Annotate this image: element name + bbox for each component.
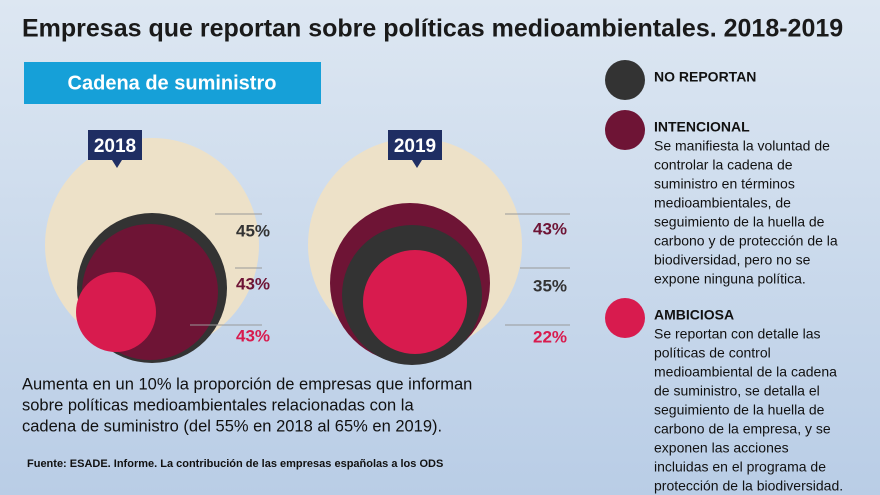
leader-lines bbox=[190, 213, 570, 326]
legend-text: políticas de control bbox=[654, 345, 771, 361]
pink-circle bbox=[363, 250, 467, 354]
legend-text: Se manifiesta la voluntad de bbox=[654, 138, 830, 154]
legend-text: protección de la biodiversidad. bbox=[654, 478, 843, 494]
summary: cadena de suministro (del 55% en 2018 al… bbox=[22, 417, 442, 435]
percent-label: 43% bbox=[236, 274, 270, 293]
legend-text: biodiversidad, pero no se bbox=[654, 252, 811, 268]
percent-label: 43% bbox=[533, 219, 567, 238]
legend-text: expone ninguna política. bbox=[654, 271, 806, 287]
legend-text: carbono y de protección de la bbox=[654, 233, 838, 249]
pink-circle bbox=[76, 272, 156, 352]
summary: sobre políticas medioambientales relacio… bbox=[22, 396, 414, 414]
title: Empresas que reportan sobre políticas me… bbox=[22, 15, 843, 43]
summary: Aumenta en un 10% la proporción de empre… bbox=[22, 375, 472, 393]
legend-text: carbono de la empresa, y se bbox=[654, 421, 831, 437]
percent-label: 35% bbox=[533, 276, 567, 295]
legend-swatch bbox=[605, 298, 645, 338]
year-label: 2019 bbox=[394, 136, 436, 157]
year-tag bbox=[388, 130, 442, 168]
source: Fuente: ESADE. Informe. La contribución … bbox=[27, 458, 443, 470]
percent-label: 22% bbox=[533, 327, 567, 346]
bubbles-2019 bbox=[308, 130, 522, 365]
legend-text: suministro en términos bbox=[654, 176, 795, 192]
legend-text: controlar la cadena de bbox=[654, 157, 793, 173]
section-title: Cadena de suministro bbox=[68, 72, 277, 94]
legend-title: INTENCIONAL bbox=[654, 119, 750, 135]
legend-text: incluidas en el programa de bbox=[654, 459, 826, 475]
percent-label: 45% bbox=[236, 221, 270, 240]
year-tag bbox=[88, 130, 142, 168]
legend-text: seguimiento de la huella de bbox=[654, 214, 825, 230]
legend-text: seguimiento de la huella de bbox=[654, 402, 825, 418]
legend-text: Se reportan con detalle las bbox=[654, 326, 821, 342]
legend-title: NO REPORTAN bbox=[654, 69, 756, 85]
bubbles-2018 bbox=[45, 130, 259, 363]
legend-text: medioambientales, de bbox=[654, 195, 791, 211]
year-label: 2018 bbox=[94, 136, 136, 157]
legend-text: exponen las acciones bbox=[654, 440, 789, 456]
legend-text: de suministro, se detalla el bbox=[654, 383, 820, 399]
legend-swatch bbox=[605, 60, 645, 100]
legend-swatch bbox=[605, 110, 645, 150]
percent-label: 43% bbox=[236, 326, 270, 345]
legend-title: AMBICIOSA bbox=[654, 307, 734, 323]
legend-text: medioambiental de la cadena bbox=[654, 364, 837, 380]
section-box bbox=[24, 62, 321, 104]
